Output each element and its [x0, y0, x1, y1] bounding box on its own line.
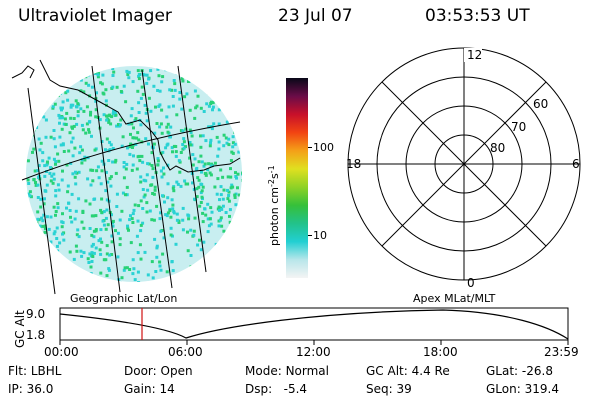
colorbar-unit: photon cm-2s-1 — [267, 165, 281, 246]
mlt-label-18: 18 — [346, 157, 361, 171]
time-tick-label: 18:00 — [423, 345, 458, 359]
latitude-line — [21, 121, 241, 181]
colorbar-tick — [308, 147, 312, 148]
status-mode: Mode: Normal — [245, 364, 329, 378]
meridian-line — [141, 69, 173, 289]
status-gc-alt: GC Alt: 4.4 Re — [366, 364, 450, 378]
polar-caption: Apex MLat/MLT — [413, 292, 496, 305]
mlt-label-0: 0 — [467, 276, 475, 288]
altitude-axis-title: GC Alt — [13, 310, 27, 348]
altitude-curve — [59, 309, 569, 340]
altitude-plot — [59, 307, 569, 345]
mlt-label-12: 12 — [467, 48, 482, 62]
status-seq: Seq: 39 — [366, 382, 412, 396]
image-pixels — [26, 66, 242, 282]
app-title: Ultraviolet Imager — [18, 6, 172, 26]
status-dsp: Dsp: -5.4 — [245, 382, 308, 396]
uv-image-panel — [11, 59, 242, 295]
meridian-line — [91, 65, 121, 293]
altitude-min-label: 1.8 — [26, 328, 46, 342]
colorbar-tick-label: 100 — [313, 141, 334, 154]
date-label: 23 Jul 07 — [278, 6, 353, 26]
time-tick-label: 23:59 — [544, 345, 579, 359]
status-ip: IP: 36.0 — [8, 382, 54, 396]
meridian-line — [27, 87, 56, 295]
status-door: Door: Open — [124, 364, 193, 378]
status-glon: GLon: 319.4 — [486, 382, 559, 396]
status-gain: Gain: 14 — [124, 382, 175, 396]
lat-label-70: 70 — [511, 120, 526, 134]
polar-plot: 12 18 6 0 60 70 80 — [346, 47, 581, 288]
time-tick-label: 00:00 — [44, 345, 79, 359]
svg-text:GC Alt: GC Alt — [13, 310, 27, 348]
colorbar-tick-label: 10 — [313, 229, 327, 242]
altitude-max-label: 9.0 — [26, 307, 46, 321]
mlt-label-6: 6 — [572, 157, 580, 171]
image-caption: Geographic Lat/Lon — [70, 292, 178, 305]
time-tick-label: 06:00 — [168, 345, 203, 359]
lat-label-60: 60 — [533, 97, 548, 111]
time-tick-label: 12:00 — [296, 345, 331, 359]
coastline — [11, 59, 241, 173]
status-filter: Flt: LBHL — [8, 364, 62, 378]
svg-text:photon cm-2s-1: photon cm-2s-1 — [267, 165, 281, 246]
status-glat: GLat: -26.8 — [486, 364, 553, 378]
time-label: 03:53:53 UT — [425, 6, 530, 26]
lat-label-80: 80 — [490, 141, 505, 155]
colorbar — [286, 78, 308, 278]
colorbar-tick — [308, 235, 312, 236]
meridian-line — [177, 65, 207, 273]
image-disk — [26, 66, 242, 282]
